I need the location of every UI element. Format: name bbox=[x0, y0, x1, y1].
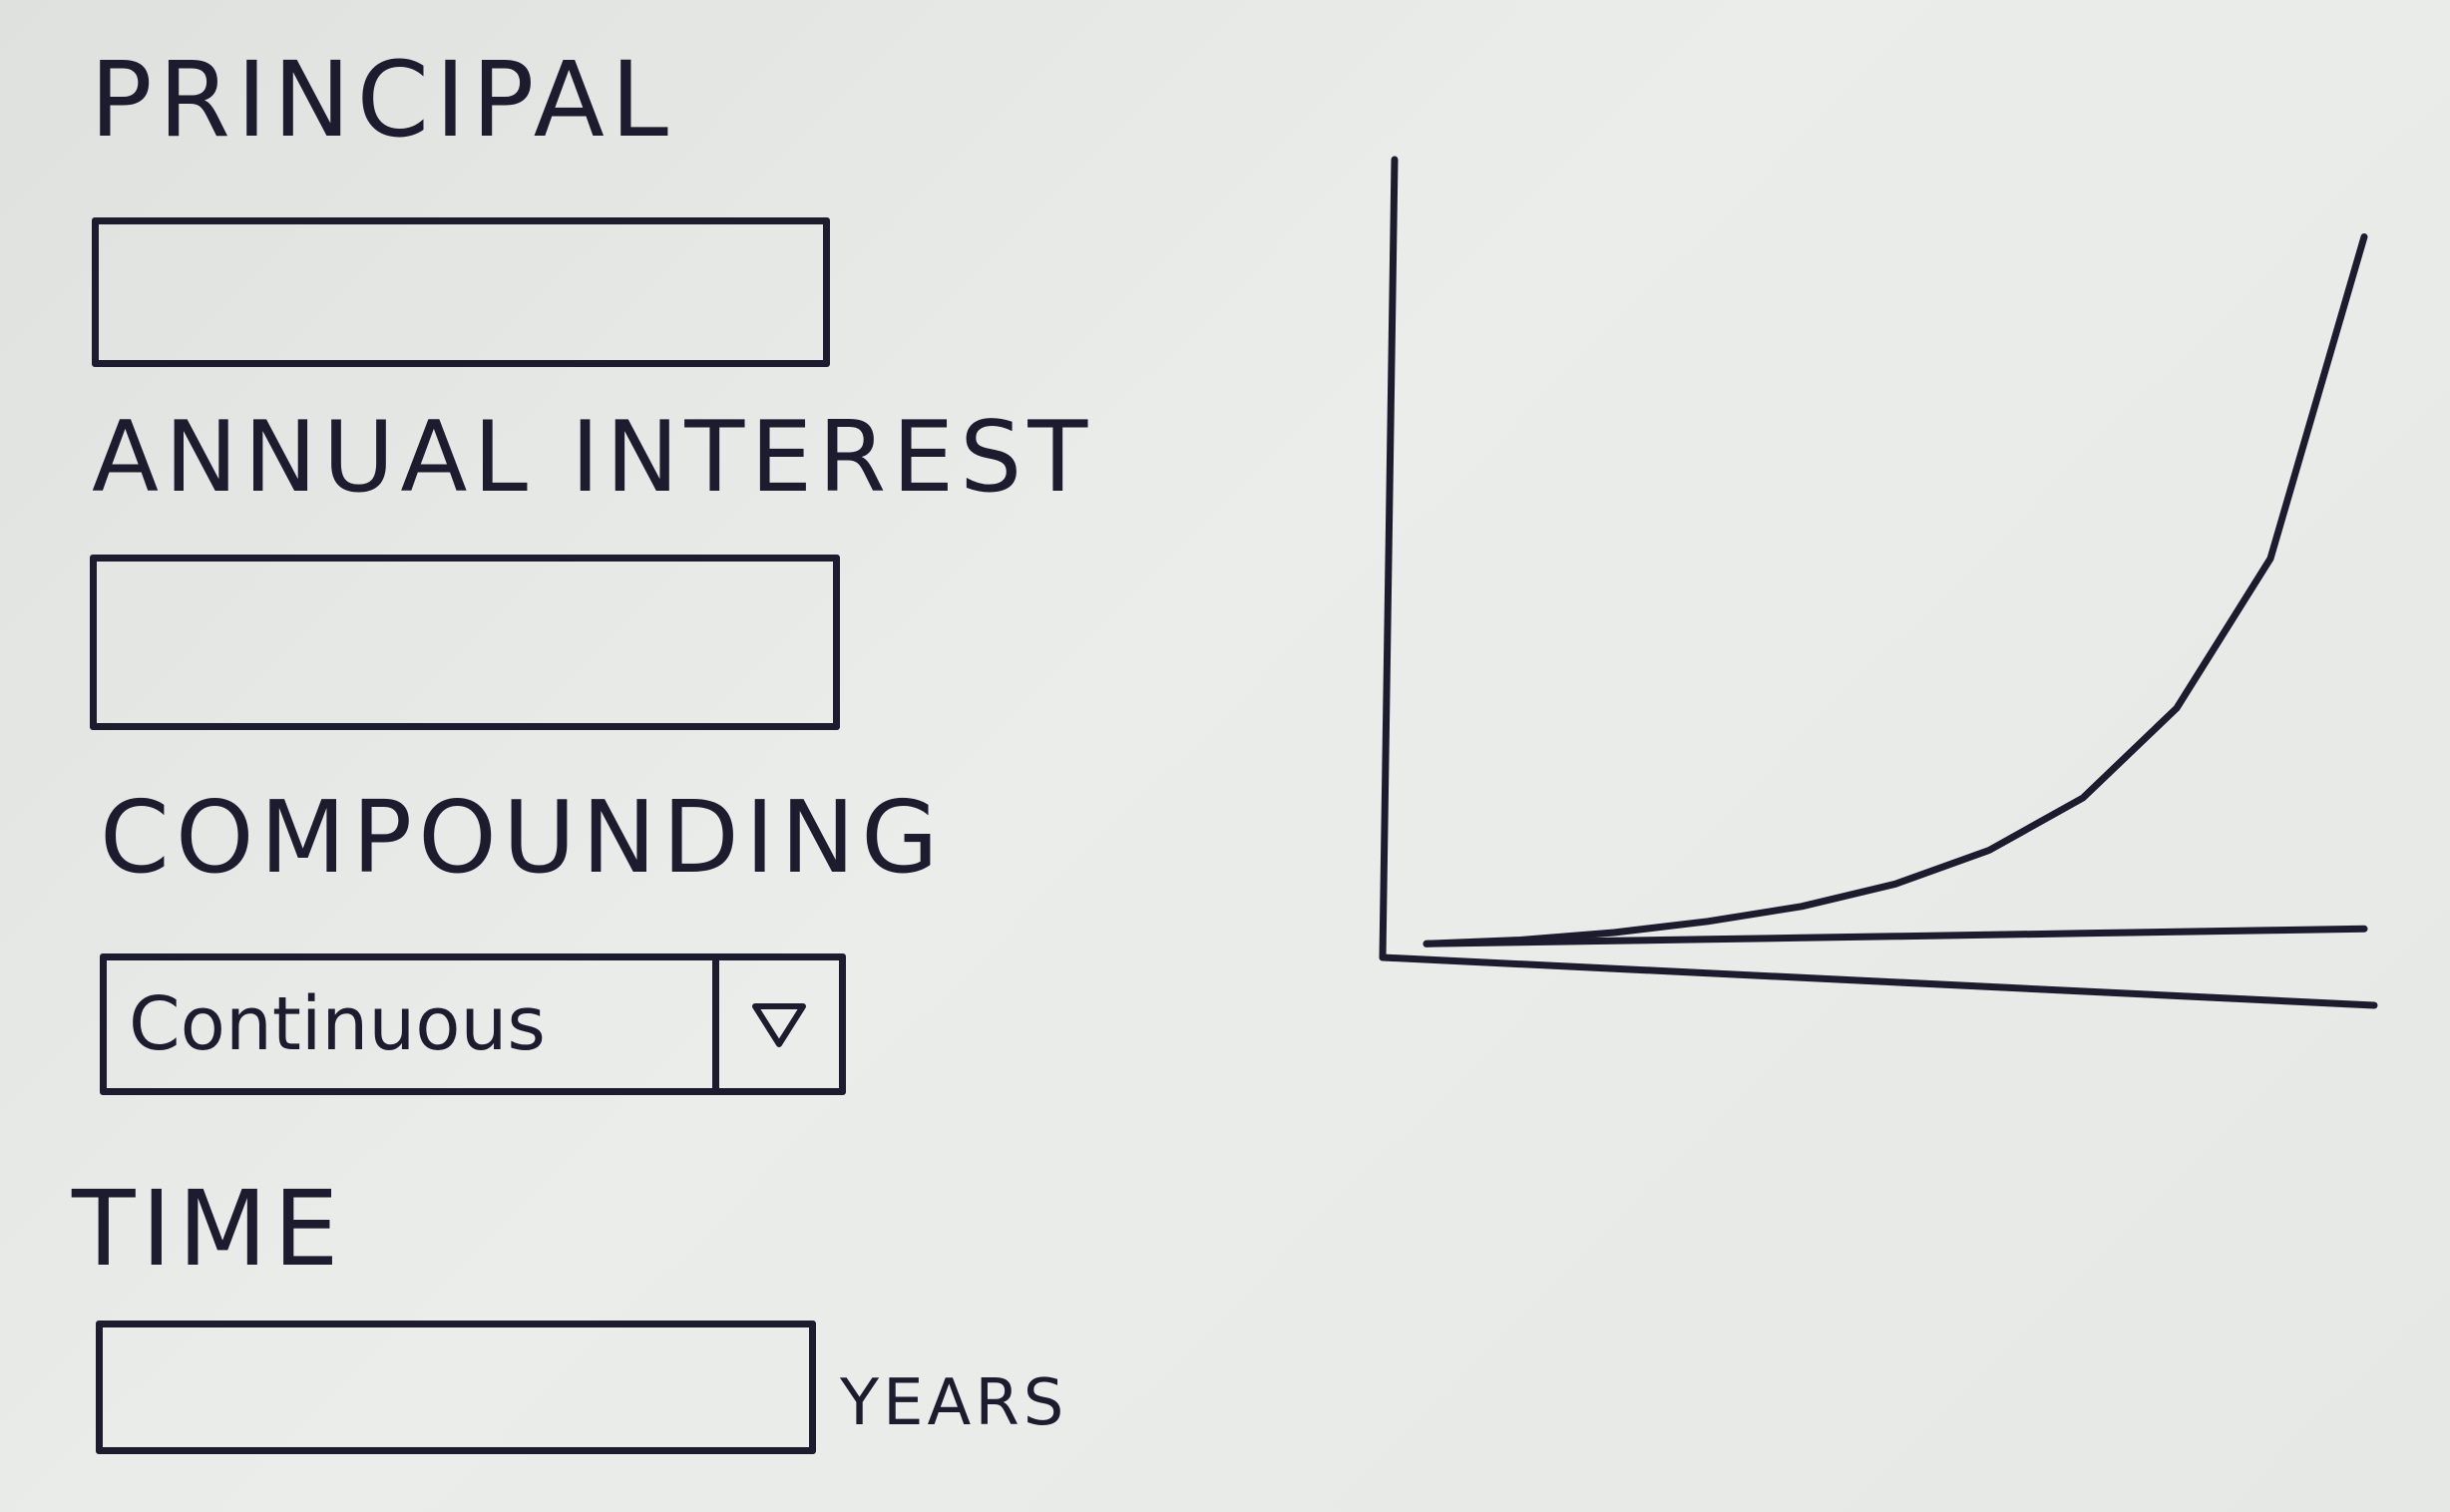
time-label: TIME bbox=[72, 1168, 345, 1290]
dropdown-button[interactable] bbox=[712, 960, 839, 1088]
x-axis bbox=[1379, 953, 2378, 1009]
y-axis bbox=[1379, 156, 1399, 961]
growth-chart bbox=[1379, 156, 2378, 1009]
time-input[interactable] bbox=[96, 1321, 816, 1454]
principal-label: PRINCIPAL bbox=[90, 39, 674, 161]
time-units-label: YEARS bbox=[840, 1366, 1068, 1440]
series-line-2 bbox=[1423, 925, 2368, 947]
compounding-select[interactable]: Continuous bbox=[100, 953, 846, 1095]
annual-interest-input[interactable] bbox=[90, 555, 840, 730]
compounding-label: COMPOUNDING bbox=[100, 779, 945, 896]
compounding-selected-value: Continuous bbox=[129, 981, 546, 1067]
triangle-down-icon bbox=[752, 1003, 806, 1047]
series-line-1 bbox=[1423, 233, 2368, 947]
principal-input[interactable] bbox=[92, 217, 830, 367]
annual-interest-label: ANNUAL INTEREST bbox=[92, 401, 1094, 515]
